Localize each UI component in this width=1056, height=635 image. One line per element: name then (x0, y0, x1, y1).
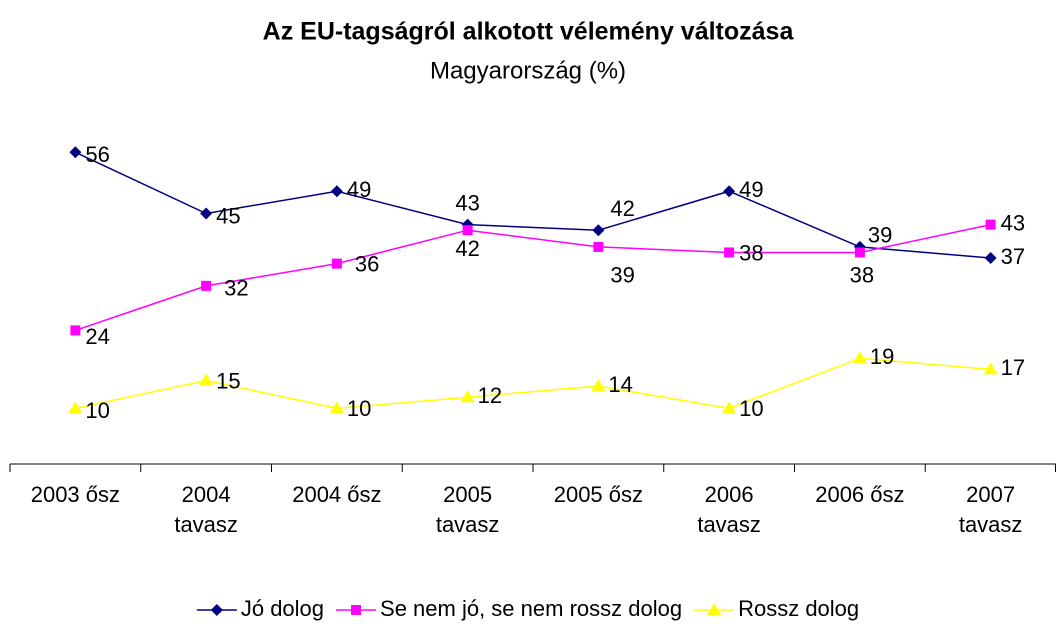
marker (723, 185, 736, 198)
x-tick-label: 2005 tavasz (435, 482, 500, 537)
chart-subtitle: Magyarország (%) (430, 57, 626, 84)
marker (329, 401, 344, 414)
legend-label: Jó dolog (241, 596, 324, 621)
data-label: 17 (1001, 355, 1025, 380)
series-line (75, 223, 991, 332)
marker (201, 280, 212, 291)
x-tick-label: 2006 tavasz (697, 482, 761, 537)
legend-marker (210, 604, 223, 616)
data-label: 19 (870, 344, 894, 369)
series-line (75, 357, 991, 410)
x-tick-label: 2005 ősz (553, 482, 644, 507)
data-label: 45 (216, 203, 240, 228)
marker (200, 207, 213, 220)
x-tick-label: 2003 ősz (30, 482, 121, 507)
marker (462, 225, 473, 236)
data-label: 49 (739, 177, 763, 202)
series-line (75, 151, 991, 259)
data-label: 32 (224, 276, 248, 301)
marker (592, 224, 605, 237)
data-label: 38 (850, 262, 874, 287)
data-label: 39 (868, 223, 892, 248)
data-label: 15 (216, 368, 240, 393)
x-tick-label: 2004 tavasz (174, 482, 238, 537)
data-label: 38 (739, 240, 763, 265)
data-label: 36 (355, 251, 379, 276)
marker (460, 390, 475, 403)
data-label: 43 (455, 190, 479, 215)
data-label: 56 (85, 142, 109, 167)
marker (70, 325, 81, 336)
chart-title: Az EU-tagságról alkotott vélemény változ… (263, 18, 795, 46)
legend-marker (707, 603, 722, 615)
marker (985, 219, 996, 230)
legend-label: Rossz dolog (738, 596, 859, 621)
data-label: 37 (1001, 244, 1025, 269)
data-label: 12 (478, 383, 502, 408)
data-label: 42 (455, 236, 479, 261)
x-tick-label: 2007 tavasz (958, 482, 1023, 537)
data-label: 42 (610, 196, 634, 221)
data-label: 49 (347, 177, 371, 202)
marker (724, 247, 735, 258)
data-label: 10 (85, 398, 109, 423)
marker (199, 373, 214, 386)
x-tick-label: 2006 ősz (815, 482, 905, 507)
marker (331, 258, 342, 269)
marker (69, 146, 82, 159)
data-label: 24 (85, 324, 109, 349)
legend-label: Se nem jó, se nem rossz dolog (380, 596, 682, 621)
marker (984, 252, 997, 265)
marker (854, 247, 865, 258)
marker (593, 241, 604, 252)
marker (591, 379, 606, 392)
data-label: 10 (347, 396, 371, 421)
marker (983, 362, 998, 375)
data-label: 43 (1001, 210, 1025, 235)
marker (68, 401, 83, 414)
data-label: 39 (610, 263, 634, 288)
marker (330, 185, 343, 198)
marker (722, 401, 737, 414)
data-label: 14 (608, 372, 632, 397)
marker (852, 351, 867, 364)
data-label: 10 (739, 396, 763, 421)
legend-marker (351, 605, 362, 615)
x-tick-label: 2004 ősz (292, 482, 382, 507)
